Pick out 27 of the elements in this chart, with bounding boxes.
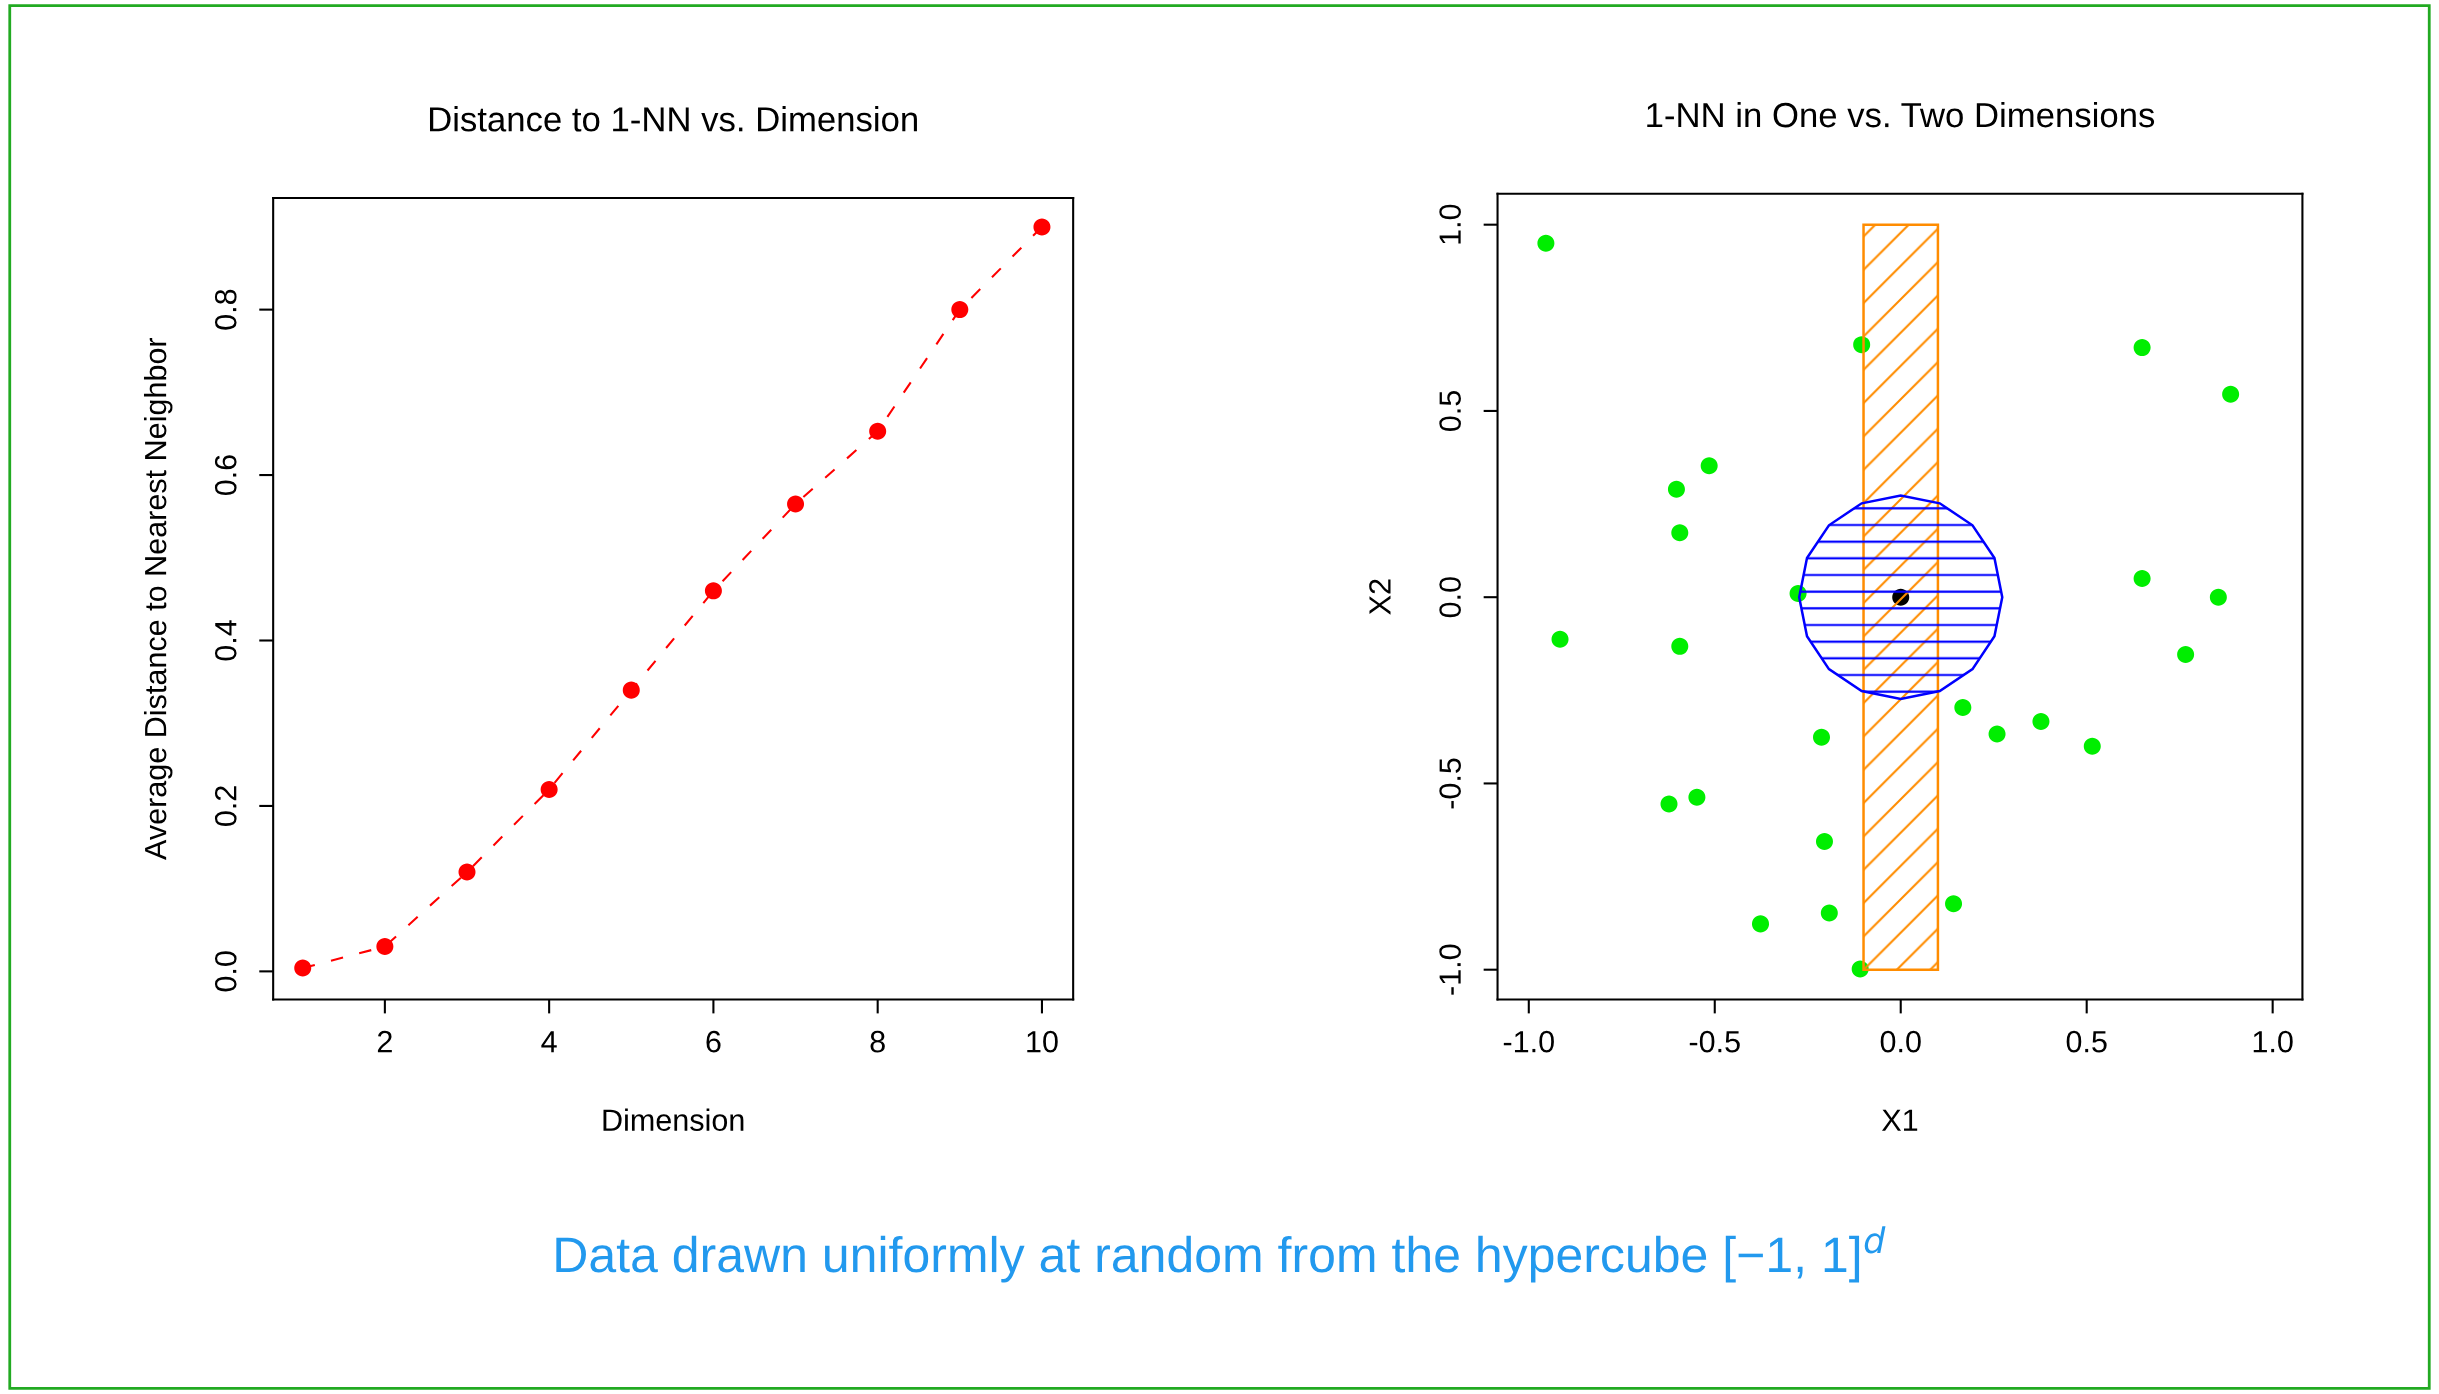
y-tick-label: -0.5 <box>1439 758 1461 809</box>
y-tick-label: 0.0 <box>1439 577 1461 618</box>
x-axis-title: X1 <box>1881 1109 1918 1131</box>
x-tick-label: 0.5 <box>2066 1030 2107 1053</box>
text: Data drawn uniformly at random from the hypercube [−1, 1]$^{d}$ <box>556 1226 1886 1283</box>
y-tick-label: 1.0 <box>1439 204 1461 244</box>
x-axis-title: Dimension <box>603 1108 744 1131</box>
x-tick-label: 4 <box>541 1031 557 1053</box>
y-axis-title: X2 <box>1369 579 1391 615</box>
x-tick-label: 8 <box>870 1030 885 1053</box>
y-tick-label: -1.0 <box>1439 944 1461 995</box>
y-tick-label: 0.4 <box>214 620 237 661</box>
y-tick-label: 0.6 <box>214 455 237 496</box>
y-tick-label: 0.5 <box>1439 390 1461 431</box>
x-tick-label: -1.0 <box>1503 1030 1554 1053</box>
y-axis-title: Average Distance to Nearest Neighbor <box>143 337 173 860</box>
y-tick-label: 0.0 <box>214 951 237 992</box>
x-tick-label: 10 <box>1027 1030 1058 1053</box>
x-tick-label: 0.0 <box>1880 1030 1921 1053</box>
x-tick-label: 1.0 <box>2253 1030 2293 1053</box>
x-tick-label: -0.5 <box>1689 1030 1740 1053</box>
x-tick-label: 6 <box>706 1030 721 1053</box>
chart-title: Distance to 1-NN vs. Dimension <box>429 106 917 132</box>
chart-title: 1-NN in One vs. Two Dimensions <box>1647 101 2155 128</box>
y-tick-label: 0.2 <box>214 786 237 826</box>
x-tick-label: 2 <box>377 1030 392 1053</box>
y-tick-label: 0.8 <box>214 289 237 330</box>
